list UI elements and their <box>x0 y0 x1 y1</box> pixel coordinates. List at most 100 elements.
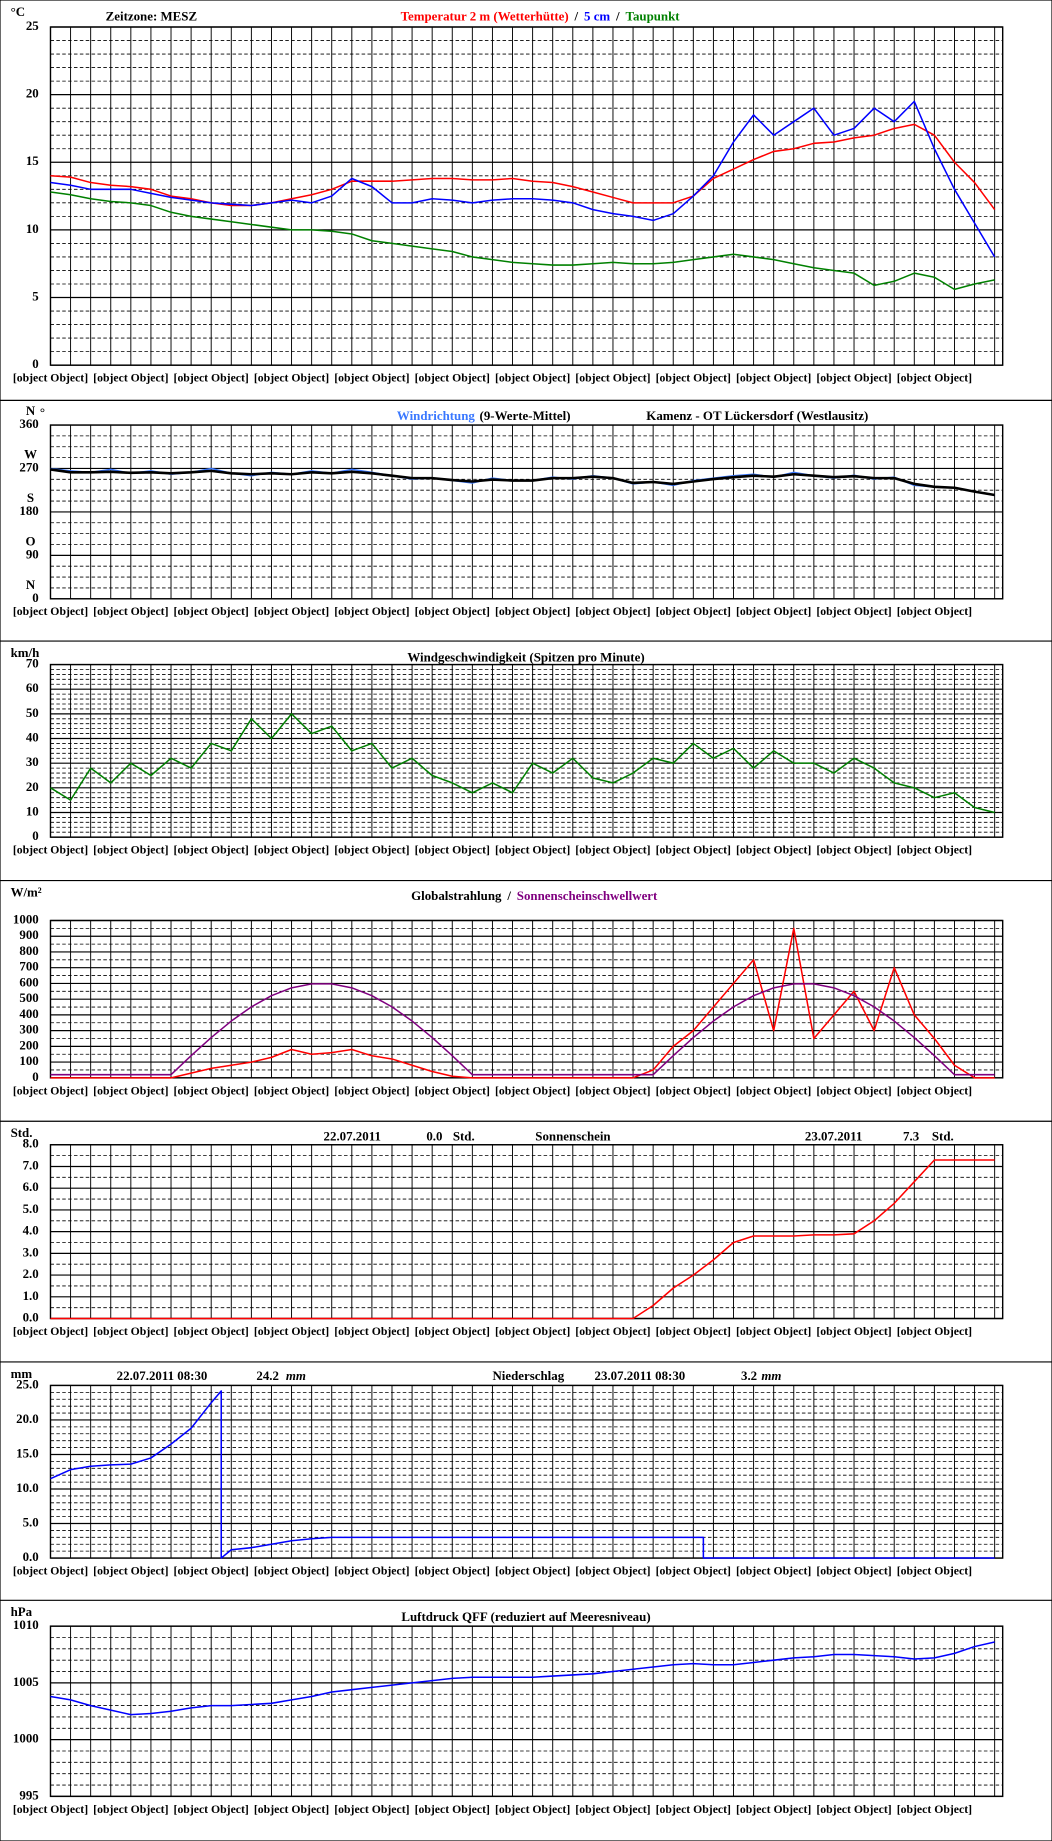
series-line <box>50 1159 995 1320</box>
x-tick-label-box: [object Object] <box>736 1085 811 1098</box>
x-tick-label-box: [object Object] <box>12 605 89 619</box>
x-tick-label: [object Object] <box>12 372 89 386</box>
y-tick-label: 0 <box>32 828 38 843</box>
chart-subtitle: Kamenz - OT Lückersdorf (Westlausitz) <box>646 408 868 423</box>
x-tick-label-box: [object Object] <box>13 844 88 857</box>
y-tick-label: 900 <box>19 927 38 942</box>
x-tick-label: [object Object] <box>896 844 973 858</box>
legend-separator: / <box>615 9 620 24</box>
x-tick-label: [object Object] <box>736 372 812 386</box>
x-tick-label: [object Object] <box>414 605 490 619</box>
x-tick-label-box: [object Object] <box>897 372 972 385</box>
legend-entry: Temperatur 2 m (Wetterhütte) <box>401 9 569 24</box>
x-tick-label-box: [object Object] <box>254 1803 329 1816</box>
x-tick-label: [object Object] <box>896 605 973 619</box>
plot-frame <box>49 1384 1004 1559</box>
annotation-date: 23.07.2011 08:30 <box>595 1368 686 1383</box>
y-tick-label: 0 <box>32 356 38 371</box>
x-tick-label-box: [object Object] <box>655 372 731 386</box>
y-tick-label: 10 <box>26 803 39 818</box>
x-tick-label: [object Object] <box>93 605 169 619</box>
x-tick-label: [object Object] <box>414 844 490 858</box>
x-tick-label-box: [object Object] <box>415 372 490 385</box>
y-tick-label: 180 <box>19 503 38 518</box>
x-tick-label-box: [object Object] <box>495 844 570 857</box>
x-tick-label-box: [object Object] <box>334 1084 410 1098</box>
x-tick-label: [object Object] <box>896 1325 973 1339</box>
x-tick-label-box: [object Object] <box>816 606 891 619</box>
x-tick-label-box: [object Object] <box>655 605 731 619</box>
x-tick-label-box: [object Object] <box>93 372 169 386</box>
y-tick-label: 1.0 <box>23 1288 39 1303</box>
x-tick-label: [object Object] <box>93 372 169 386</box>
annotation-unit: Std. <box>453 1129 475 1144</box>
x-tick-label-box: [object Object] <box>415 1803 490 1816</box>
x-tick-label-box: [object Object] <box>174 1803 249 1816</box>
x-tick-label: [object Object] <box>736 1325 812 1339</box>
y-tick-label: 5.0 <box>23 1201 39 1216</box>
x-tick-label: [object Object] <box>334 372 410 386</box>
x-tick-label: [object Object] <box>334 1565 410 1578</box>
chart-title-left: Zeitzone: MESZ <box>106 9 197 24</box>
x-tick-label: [object Object] <box>655 1325 731 1339</box>
x-tick-label: [object Object] <box>655 605 731 619</box>
x-tick-label: [object Object] <box>93 844 169 858</box>
x-tick-label: [object Object] <box>896 1084 973 1098</box>
x-tick-label: [object Object] <box>173 844 249 858</box>
y-tick-label: 1000 <box>13 1731 39 1746</box>
unit-label: Std. <box>11 1125 33 1140</box>
x-tick-label: [object Object] <box>655 1565 731 1578</box>
x-tick-label: [object Object] <box>816 844 892 858</box>
compass-label: N <box>26 577 36 592</box>
x-tick-label-box: [object Object] <box>174 372 249 385</box>
legend-entry: Sonnenscheinschwellwert <box>517 888 658 903</box>
x-tick-label-box: [object Object] <box>575 1326 650 1339</box>
x-tick-label-box: [object Object] <box>495 1085 570 1098</box>
x-tick-label-box: [object Object] <box>414 844 490 858</box>
x-tick-label-box: [object Object] <box>896 1325 973 1339</box>
annotation-date: 22.07.2011 08:30 <box>117 1368 208 1383</box>
x-tick-label-box: [object Object] <box>93 1803 168 1816</box>
x-tick-label-box: [object Object] <box>12 372 89 386</box>
plot-frame <box>49 663 1004 838</box>
x-tick-label: [object Object] <box>93 1084 169 1098</box>
y-tick-label: 300 <box>19 1022 38 1037</box>
x-tick-label-box: [object Object] <box>896 1565 973 1578</box>
x-tick-label-box: [object Object] <box>254 1565 329 1578</box>
x-tick-label: [object Object] <box>173 605 249 619</box>
x-tick-label-box: [object Object] <box>174 1085 249 1098</box>
series-line <box>50 1641 995 1716</box>
x-tick-label: [object Object] <box>896 1565 973 1578</box>
x-tick-label: [object Object] <box>655 1084 731 1098</box>
x-tick-label-box: [object Object] <box>736 1803 811 1816</box>
y-tick-label: 270 <box>19 459 38 474</box>
x-tick-label-box: [object Object] <box>656 844 731 857</box>
x-tick-label: [object Object] <box>12 605 89 619</box>
x-tick-label: [object Object] <box>334 1084 410 1098</box>
y-tick-label: 30 <box>26 754 39 769</box>
y-tick-label: 5.0 <box>23 1514 39 1529</box>
x-tick-label-box: [object Object] <box>254 844 329 857</box>
y-tick-label: 360 <box>19 416 38 431</box>
x-tick-label-box: [object Object] <box>414 605 490 619</box>
x-tick-label-box: [object Object] <box>254 372 329 385</box>
y-tick-label: 800 <box>19 943 38 958</box>
x-tick-label-box: [object Object] <box>93 844 169 858</box>
x-tick-label: [object Object] <box>655 372 731 386</box>
x-tick-label-box: [object Object] <box>415 1326 490 1339</box>
x-tick-label: [object Object] <box>334 1325 410 1339</box>
x-tick-label-box: [object Object] <box>736 1565 811 1578</box>
y-tick-label: 4.0 <box>23 1223 39 1238</box>
annotation-unit: mm <box>286 1368 306 1383</box>
unit-label: km/h <box>11 645 40 660</box>
annotation-total: 0.0 <box>426 1129 442 1144</box>
y-tick-label: 3.0 <box>23 1244 39 1259</box>
compass-label: S <box>27 490 34 505</box>
x-tick-label-box: [object Object] <box>575 1565 650 1578</box>
x-tick-label: [object Object] <box>12 1803 89 1817</box>
x-tick-label: [object Object] <box>575 1084 651 1098</box>
x-tick-label-box: [object Object] <box>656 1803 731 1816</box>
y-tick-label: 400 <box>19 1006 38 1021</box>
